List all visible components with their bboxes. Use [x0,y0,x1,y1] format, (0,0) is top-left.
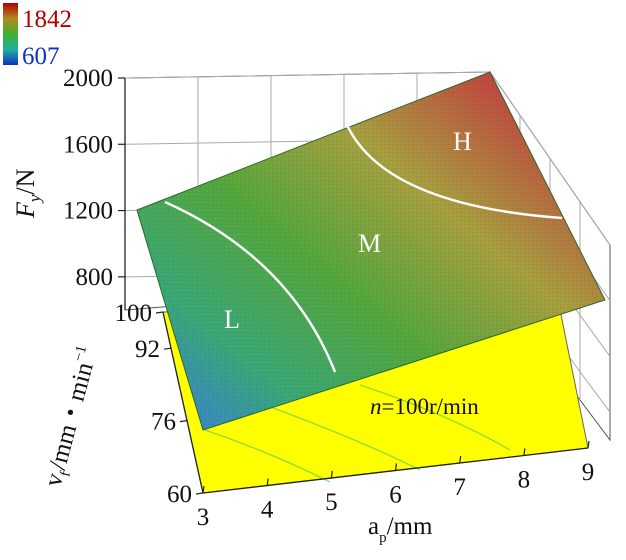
y-axis-title-sup: −1 [71,344,91,364]
x-tick [266,478,269,486]
y-tick-label: 100 [115,300,153,327]
y-tick [179,420,188,423]
x-tick-label: 6 [389,482,402,509]
x-tick-label: 3 [197,504,210,531]
boundary-L-M [164,200,337,373]
z-axis-ticks: 2000 1600 1200 800 [63,65,125,291]
floor-contour [359,384,511,451]
floor-contour [204,429,331,483]
x-tick [523,448,526,456]
colorbar: 1842 607 [3,3,72,70]
z-axis-title-unit: /N [11,168,40,194]
region-label-H: H [453,127,472,156]
x-tick [330,470,333,479]
y-axis-title-sub: f [57,470,74,479]
z-axis-title-main: F [11,201,40,219]
floor-contour [264,404,421,471]
y-tick [195,492,204,495]
y-axis-ticks: 100 92 76 60 [115,300,204,508]
x-axis-title-unit: /mm [387,513,433,540]
speed-annotation: n=100r/min [370,394,479,419]
colorbar-max-label: 1842 [22,6,72,33]
y-tick [163,347,172,350]
x-axis-title: ap/mm [368,513,433,546]
annotation-text: =100r/min [382,394,480,419]
region-label-M: M [358,229,381,258]
y-axis-line [162,311,204,494]
surface-mesh [137,72,605,430]
response-surface [136,71,606,431]
wall-grid-line [124,71,491,79]
x-tick-label: 4 [261,497,274,524]
z-axis-title: Fy/N [11,168,44,219]
x-tick [202,485,205,494]
boundary-M-H [345,124,563,220]
colorbar-gradient [3,3,18,65]
x-tick-label: 9 [582,459,595,486]
x-axis-title-main: a [368,513,379,540]
x-tick-label: 5 [325,489,338,516]
x-axis-title-sub: p [379,530,387,546]
colorbar-min-label: 607 [22,43,60,70]
x-tick [394,463,398,471]
z-tick-label: 2000 [63,65,113,92]
z-axis-title-sub: y [25,194,44,204]
x-tick [587,440,590,449]
x-tick [459,455,462,464]
x-tick-label: 8 [518,467,531,494]
floor-contours [204,384,511,483]
y-tick [155,311,164,314]
z-tick-label: 1600 [63,131,113,158]
x-axis-ticks: 3 4 5 6 7 8 9 [197,440,595,531]
region-boundaries [164,124,563,373]
y-tick-label: 76 [151,409,176,436]
y-axis-title-unit: /mm・min [44,359,99,472]
z-tick-label: 1200 [63,198,113,225]
x-tick-label: 7 [453,474,466,501]
z-tick-label: 800 [76,264,114,291]
y-axis-title: vf/mm・min−1 [38,344,107,491]
annotation-italic: n [370,394,382,419]
region-label-L: L [224,305,240,334]
y-tick-label: 92 [135,336,160,363]
y-tick-label: 60 [167,481,192,508]
